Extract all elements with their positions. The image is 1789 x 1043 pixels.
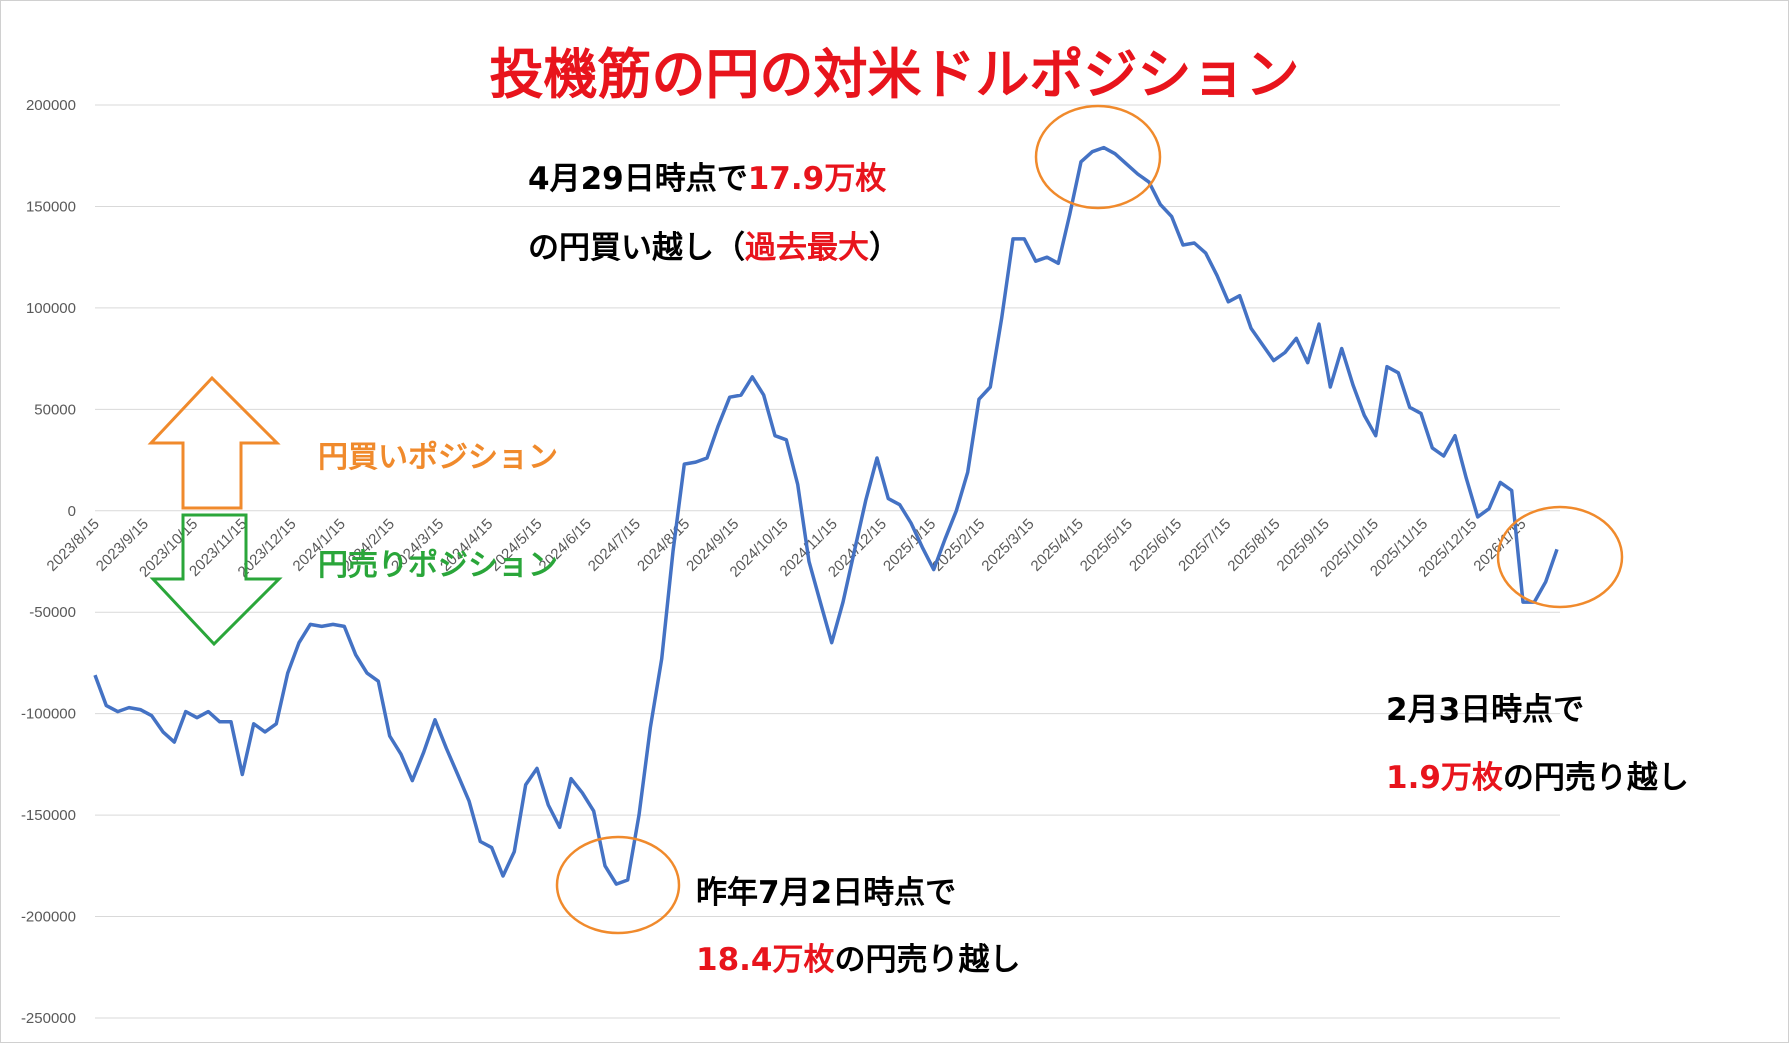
trough-highlight-circle bbox=[555, 835, 681, 935]
latest-annotation-text: の円売り越し bbox=[1502, 760, 1689, 796]
y-tick-label: -50000 bbox=[29, 604, 76, 621]
position-arrows bbox=[147, 375, 283, 647]
x-tick-label: 2023/8/15 bbox=[44, 516, 103, 575]
y-tick-label: 0 bbox=[68, 503, 76, 520]
peak-highlight-circle bbox=[1034, 104, 1162, 210]
y-tick-label: 50000 bbox=[34, 401, 76, 418]
latest-annotation-value: 1.9万枚 bbox=[1386, 760, 1503, 796]
x-tick-label: 2025/3/15 bbox=[978, 516, 1037, 575]
x-tick-label: 2024/7/15 bbox=[585, 516, 644, 575]
chart-title: 投機筋の円の対米ドルポジション bbox=[489, 43, 1300, 106]
sell-arrow-icon bbox=[149, 513, 283, 647]
y-tick-label: 150000 bbox=[26, 198, 76, 215]
x-axis-ticks: 2023/8/152023/9/152023/10/152023/11/1520… bbox=[44, 516, 1530, 581]
y-tick-label: 200000 bbox=[26, 97, 76, 114]
y-tick-label: -100000 bbox=[21, 706, 76, 723]
peak-annotation-close: ） bbox=[869, 230, 900, 266]
x-tick-label: 2025/4/15 bbox=[1028, 516, 1087, 575]
peak-annotation-line1: 4月29日時点で17.9万枚 bbox=[528, 153, 886, 198]
peak-annotation-value: 17.9万枚 bbox=[747, 161, 887, 197]
x-tick-label: 2025/6/15 bbox=[1126, 516, 1185, 575]
latest-annotation-line1: 2月3日時点で bbox=[1386, 692, 1585, 728]
x-tick-label: 2025/5/15 bbox=[1077, 516, 1136, 575]
latest-highlight-circle bbox=[1496, 505, 1624, 609]
trough-annotation-line1: 昨年7月2日時点で bbox=[696, 875, 957, 911]
trough-annotation-line2: 18.4万枚の円売り越し bbox=[696, 934, 1021, 979]
y-tick-label: -200000 bbox=[21, 909, 76, 926]
buy-position-label: 円買いポジション bbox=[318, 440, 558, 475]
latest-annotation-line2: 1.9万枚の円売り越し bbox=[1386, 752, 1689, 797]
peak-annotation-line2: の円買い越し（過去最大） bbox=[528, 222, 900, 267]
y-axis-ticks: 200000 150000 100000 50000 0 -50000 -100000 -15… bbox=[21, 97, 76, 1027]
y-tick-label: -250000 bbox=[21, 1010, 76, 1027]
x-tick-label: 2025/2/15 bbox=[929, 516, 988, 575]
peak-annotation-record: 過去最大 bbox=[745, 230, 869, 266]
x-tick-label: 2025/8/15 bbox=[1224, 516, 1283, 575]
peak-annotation-date: 4月29日時点で bbox=[528, 161, 748, 197]
x-tick-label: 2024/8/15 bbox=[634, 516, 693, 575]
highlight-circles bbox=[555, 104, 1624, 935]
grid-layer bbox=[95, 104, 1560, 1019]
x-tick-label: 2025/7/15 bbox=[1175, 516, 1234, 575]
trough-annotation-value: 18.4万枚 bbox=[696, 942, 835, 978]
peak-annotation-text: の円買い越し（ bbox=[528, 230, 745, 266]
y-tick-label: 100000 bbox=[26, 300, 76, 317]
sell-position-label: 円売りポジション bbox=[318, 548, 558, 583]
trough-annotation-text: の円売り越し bbox=[834, 942, 1021, 978]
y-tick-label: -150000 bbox=[21, 807, 76, 824]
series-line bbox=[93, 145, 1559, 886]
buy-arrow-icon bbox=[147, 375, 281, 510]
series-line-layer bbox=[93, 145, 1559, 886]
